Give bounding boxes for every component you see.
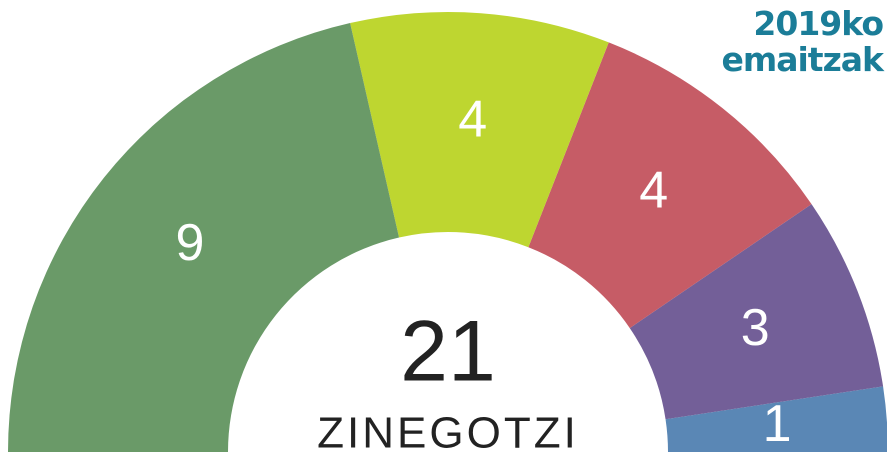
segment [665,386,887,452]
chart-title: 2019ko emaitzak [721,4,884,79]
segment-label: 1 [763,395,792,453]
segment [350,11,609,248]
segment-label: 3 [741,299,770,357]
center-total: 21 [400,304,496,400]
segment-label: 4 [458,91,487,149]
segment [8,23,400,453]
segment [629,204,884,420]
segment [528,42,812,329]
center-label: ZINEGOTZI [317,409,579,458]
segment-label: 9 [176,214,205,272]
segment-label: 4 [639,162,668,220]
